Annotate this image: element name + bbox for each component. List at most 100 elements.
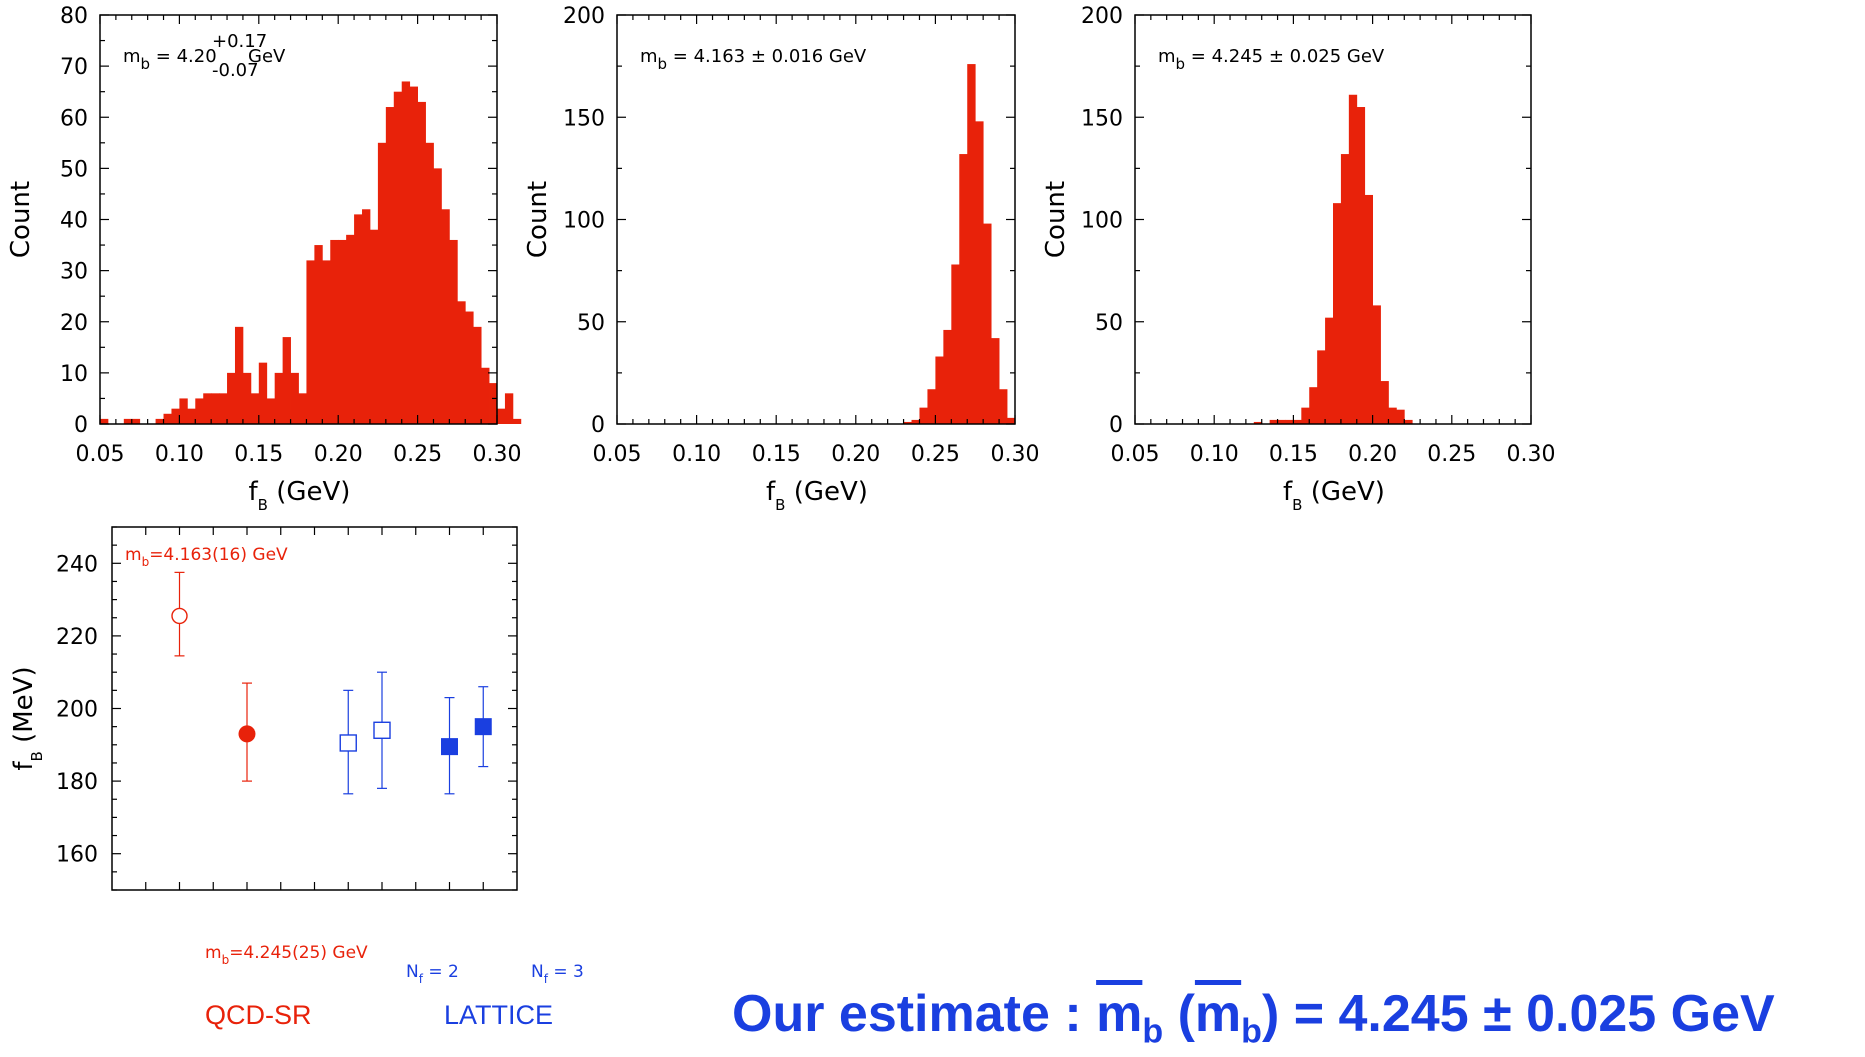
y-tick-label: 50 xyxy=(60,157,88,182)
histogram-3-bar xyxy=(1372,305,1381,424)
histogram-1-bar xyxy=(314,245,323,424)
histogram-1-bar xyxy=(195,398,204,424)
histogram-1-bar xyxy=(250,393,260,424)
lattice-nf2-label: Nf = 2 xyxy=(406,962,459,986)
y-tick-label: 220 xyxy=(56,625,98,650)
histogram-2-xlabel: fB (GeV) xyxy=(766,477,868,514)
histogram-1-bar xyxy=(100,418,109,424)
histogram-1-bar xyxy=(274,372,284,424)
histogram-1-bar xyxy=(385,107,395,425)
histogram-1-bar xyxy=(346,234,355,424)
lattice-nf3-label: Nf = 3 xyxy=(531,962,584,986)
y-tick-label: 150 xyxy=(563,106,605,131)
histogram-2-bar xyxy=(999,389,1008,424)
histogram-1-bar xyxy=(338,239,347,424)
estimate-mb-argument: m xyxy=(1194,985,1242,1043)
histogram-3-xlabel: fB (GeV) xyxy=(1283,477,1385,514)
histogram-1-bars xyxy=(100,81,522,425)
x-tick-label: 0.15 xyxy=(1269,442,1318,467)
histogram-2-bar xyxy=(903,421,912,424)
histogram-1-bar xyxy=(417,101,426,424)
lattice-group-label: LATTICE xyxy=(444,1000,553,1030)
histogram-3-bar xyxy=(1348,94,1358,424)
histogram-1-bar xyxy=(203,393,212,424)
y-tick-label: 100 xyxy=(1081,209,1123,234)
histogram-1-mb-upper-error: +0.17 xyxy=(212,31,267,52)
histogram-1-bar xyxy=(266,398,276,424)
x-tick-label: 0.25 xyxy=(1427,442,1476,467)
histogram-2-bar xyxy=(911,419,920,424)
y-tick-label: 160 xyxy=(56,843,98,868)
y-tick-label: 30 xyxy=(60,260,88,285)
estimate-statement: Our estimate : mb (mb) = 4.245 ± 0.025 G… xyxy=(732,988,1775,1048)
histogram-2-bar xyxy=(927,389,936,424)
histogram-3-bar xyxy=(1309,387,1318,424)
histogram-1-bar xyxy=(377,142,387,424)
x-tick-label: 0.15 xyxy=(752,442,801,467)
histogram-1-bar xyxy=(512,418,522,424)
y-tick-label: 200 xyxy=(563,4,605,29)
histogram-1-bar xyxy=(457,301,466,424)
y-tick-label: 10 xyxy=(60,362,88,387)
x-tick-label: 0.20 xyxy=(1348,442,1397,467)
qcd-sr-group-label: QCD-SR xyxy=(205,1000,312,1030)
x-tick-label: 0.15 xyxy=(234,442,283,467)
x-tick-label: 0.30 xyxy=(991,442,1040,467)
histogram-3-bar xyxy=(1380,381,1389,424)
histogram-3-bar xyxy=(1356,107,1366,425)
histogram-1-bar xyxy=(242,372,252,424)
histogram-1-bar xyxy=(504,393,514,424)
estimate-value: ) = 4.245 ± 0.025 GeV xyxy=(1261,985,1775,1043)
histogram-1-bar xyxy=(290,372,299,424)
estimate-prefix: Our estimate : xyxy=(732,985,1097,1043)
histogram-3-bar xyxy=(1388,407,1397,424)
histogram-3-ylabel: Count xyxy=(1041,181,1071,258)
histogram-3-bar xyxy=(1325,317,1334,424)
histogram-1-bar xyxy=(234,326,244,424)
histogram-1-bar xyxy=(393,91,403,424)
estimate-open-paren: ( xyxy=(1163,985,1195,1043)
histogram-3-bar xyxy=(1364,194,1373,424)
histogram-1-bar xyxy=(465,311,474,424)
histogram-3-bar xyxy=(1333,203,1342,424)
y-tick-label: 240 xyxy=(56,552,98,577)
histogram-1-mb-unit: GeV xyxy=(248,46,286,67)
histogram-3-bar xyxy=(1285,419,1294,424)
histogram-1-bar xyxy=(298,393,307,424)
estimate-mb-argument-subscript: b xyxy=(1241,1012,1262,1051)
comparison-points xyxy=(171,571,492,795)
histogram-1-bar xyxy=(322,260,331,424)
histogram-1-bar xyxy=(227,372,236,424)
x-tick-label: 0.10 xyxy=(672,442,721,467)
x-tick-label: 0.25 xyxy=(911,442,960,467)
data-point-6 xyxy=(474,718,492,736)
histogram-2-bar xyxy=(991,338,1000,424)
histogram-1-bar xyxy=(441,209,450,424)
histogram-panel-2: 0.05 0.10 0.15 0.20 0.25 0.30 0 50 100 150 200 Cou… xyxy=(523,4,1039,514)
data-point-3 xyxy=(339,734,357,752)
histogram-1-bar xyxy=(433,168,442,424)
histogram-3-bars xyxy=(1253,94,1413,425)
histogram-3-bar xyxy=(1317,350,1326,424)
y-tick-label: 70 xyxy=(60,55,88,80)
comparison-frame xyxy=(111,526,518,891)
histogram-1-bar xyxy=(219,393,228,424)
histogram-2-bar xyxy=(919,407,928,424)
histogram-2-bar xyxy=(983,223,992,424)
x-tick-label: 0.05 xyxy=(1111,442,1160,467)
histogram-2-ylabel: Count xyxy=(523,181,553,258)
y-tick-label: 0 xyxy=(74,413,88,438)
data-point-5 xyxy=(441,738,458,756)
histogram-1-bar xyxy=(282,337,291,424)
y-tick-label: 180 xyxy=(56,770,98,795)
y-tick-label: 200 xyxy=(1081,4,1123,29)
histogram-1-bar xyxy=(425,142,434,424)
y-tick-label: 40 xyxy=(60,209,88,234)
y-tick-label: 80 xyxy=(60,4,88,29)
histogram-2-bar xyxy=(975,121,984,424)
histogram-1-bar xyxy=(155,418,164,424)
histogram-1-bar xyxy=(306,260,315,424)
comparison-ylabel: fB (MeV) xyxy=(9,666,46,770)
data-point-1 xyxy=(171,607,188,625)
histogram-1-bar xyxy=(369,229,379,424)
